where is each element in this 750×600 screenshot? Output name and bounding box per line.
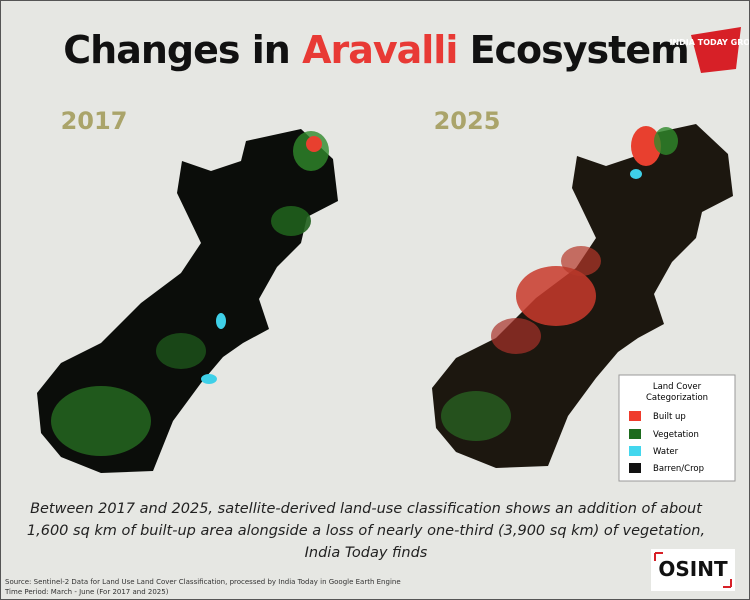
logo: INDIA TODAY GROUP — [669, 27, 749, 73]
logo-text: INDIA TODAY GROUP — [669, 38, 749, 47]
legend-item: Water — [653, 447, 679, 457]
legend-item: Vegetation — [653, 430, 699, 440]
year-label: 2017 — [61, 107, 128, 135]
year-label: 2025 — [434, 107, 501, 135]
map-2025 — [432, 124, 733, 468]
source: Source: Sentinel-2 Data for Land Use Lan… — [5, 578, 401, 586]
legend-item: Barren/Crop — [653, 464, 704, 474]
legend: Land Cover Categorization Built up Vegeta… — [618, 374, 736, 482]
title: Changes in Aravalli Ecosystem — [63, 28, 688, 72]
legend-title: Land Cover Categorization — [646, 382, 708, 403]
legend-item: Built up — [653, 412, 686, 422]
caption: Between 2017 and 2025, satellite-derived… — [26, 501, 706, 561]
footer-logo: OSINT — [651, 549, 735, 591]
legend-title-line: Categorization — [646, 393, 708, 403]
map-2017 — [37, 129, 338, 473]
source: Time Period: March - June (For 2017 and … — [5, 588, 169, 596]
footer-logo-text: OSINT — [658, 557, 728, 581]
